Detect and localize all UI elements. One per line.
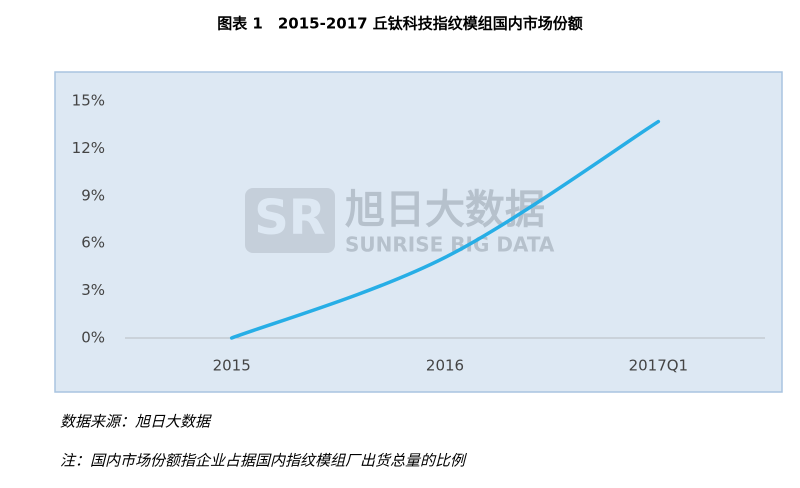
y-tick-label: 12% [72,139,105,157]
x-tick-label: 2017Q1 [629,357,689,375]
watermark-logo-letters: SR [254,190,326,246]
watermark-english: SUNRISE BIG DATA [345,233,555,257]
y-tick-label: 3% [81,281,105,299]
watermark: SR 旭日大数据 SUNRISE BIG DATA [245,187,555,257]
plot-area [54,71,783,393]
y-tick-label: 15% [72,92,105,110]
x-tick-label: 2016 [426,357,464,375]
y-tick-label: 0% [81,329,105,347]
watermark-logo [245,188,335,253]
watermark-name: 旭日大数据 [345,187,545,233]
x-tick-label: 2015 [213,357,251,375]
source-note: 数据来源：旭日大数据 [60,413,212,431]
line [229,119,661,340]
y-tick-label: 6% [81,234,105,252]
chart-title: 图表 1 2015-2017 丘钛科技指纹模组国内市场份额 [217,15,583,33]
y-tick-label: 9% [81,186,105,204]
footnote: 注：国内市场份额指企业占据国内指纹模组厂出货总量的比例 [60,452,467,470]
